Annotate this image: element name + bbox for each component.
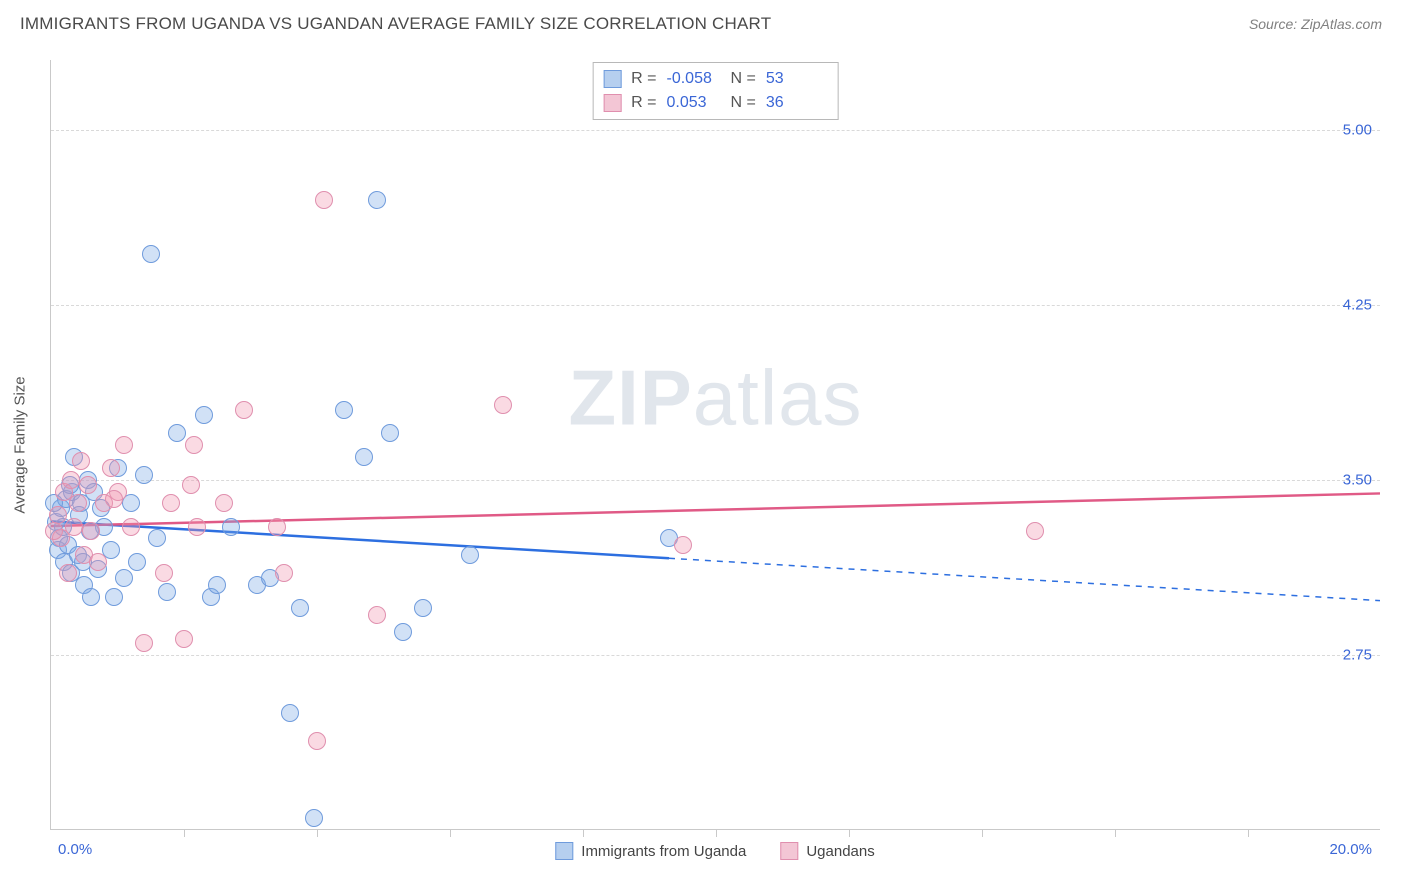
data-point (115, 569, 133, 587)
x-tick (184, 829, 185, 837)
data-point (102, 459, 120, 477)
data-point (674, 536, 692, 554)
data-point (105, 490, 123, 508)
data-point (315, 191, 333, 209)
data-point (414, 599, 432, 617)
data-point (45, 522, 63, 540)
legend-swatch (555, 842, 573, 860)
data-point (368, 606, 386, 624)
data-point (208, 576, 226, 594)
data-point (268, 518, 286, 536)
data-point (142, 245, 160, 263)
data-point (182, 476, 200, 494)
data-point (82, 522, 100, 540)
stats-legend-box: R = -0.058 N = 53 R = 0.053 N = 36 (592, 62, 839, 120)
data-point (235, 401, 253, 419)
gridline (51, 130, 1380, 131)
data-point (168, 424, 186, 442)
x-tick (716, 829, 717, 837)
r-value: -0.058 (667, 67, 721, 91)
legend-swatch (603, 94, 621, 112)
y-tick-label: 2.75 (1343, 647, 1372, 664)
data-point (65, 518, 83, 536)
data-point (394, 623, 412, 641)
data-point (49, 506, 67, 524)
chart-container: Average Family Size ZIPatlas R =-0.058N … (50, 60, 1380, 830)
data-point (308, 732, 326, 750)
gridline (51, 655, 1380, 656)
data-point (305, 809, 323, 827)
page-title: IMMIGRANTS FROM UGANDA VS UGANDAN AVERAG… (20, 14, 771, 34)
data-point (355, 448, 373, 466)
data-point (59, 564, 77, 582)
data-point (148, 529, 166, 547)
r-label: R = (631, 67, 656, 91)
data-point (158, 583, 176, 601)
data-point (69, 494, 87, 512)
y-tick-label: 4.25 (1343, 297, 1372, 314)
x-axis-min-label: 0.0% (58, 841, 92, 858)
r-label: R = (631, 91, 656, 115)
plot-area: ZIPatlas R = -0.058 N = 53 R = 0.053 N = 36 2.7… (50, 60, 1380, 830)
data-point (222, 518, 240, 536)
x-axis-max-label: 20.0% (1329, 841, 1372, 858)
data-point (122, 518, 140, 536)
data-point (281, 704, 299, 722)
gridline (51, 305, 1380, 306)
data-point (62, 471, 80, 489)
data-point (494, 396, 512, 414)
x-tick (317, 829, 318, 837)
data-point (128, 553, 146, 571)
bottom-legend: Immigrants from Uganda Ugandans (555, 842, 874, 860)
data-point (79, 476, 97, 494)
data-point (188, 518, 206, 536)
data-point (275, 564, 293, 582)
data-point (291, 599, 309, 617)
legend-item: Ugandans (780, 842, 874, 860)
watermark: ZIPatlas (568, 353, 862, 444)
legend-swatch (603, 70, 621, 88)
data-point (1026, 522, 1044, 540)
x-tick (982, 829, 983, 837)
n-label: N = (731, 67, 756, 91)
x-tick (583, 829, 584, 837)
n-value: 53 (766, 67, 820, 91)
r-value: 0.053 (667, 91, 721, 115)
stats-row: R = -0.058 N = 53 (603, 67, 820, 91)
n-value: 36 (766, 91, 820, 115)
data-point (89, 553, 107, 571)
data-point (368, 191, 386, 209)
data-point (155, 564, 173, 582)
legend-item: Immigrants from Uganda (555, 842, 746, 860)
data-point (195, 406, 213, 424)
y-axis-label: Average Family Size (12, 376, 29, 513)
legend-label: Ugandans (806, 843, 874, 860)
data-point (162, 494, 180, 512)
n-label: N = (731, 91, 756, 115)
source-label: Source: ZipAtlas.com (1249, 16, 1382, 32)
y-tick-label: 5.00 (1343, 122, 1372, 139)
y-tick-label: 3.50 (1343, 472, 1372, 489)
x-tick (1115, 829, 1116, 837)
x-tick (450, 829, 451, 837)
gridline (51, 480, 1380, 481)
data-point (175, 630, 193, 648)
data-point (82, 588, 100, 606)
stats-row: R = 0.053 N = 36 (603, 91, 820, 115)
legend-swatch (780, 842, 798, 860)
data-point (135, 634, 153, 652)
data-point (185, 436, 203, 454)
data-point (105, 588, 123, 606)
x-tick (1248, 829, 1249, 837)
data-point (215, 494, 233, 512)
legend-label: Immigrants from Uganda (581, 843, 746, 860)
data-point (381, 424, 399, 442)
trend-lines (51, 60, 1380, 829)
data-point (335, 401, 353, 419)
data-point (72, 452, 90, 470)
data-point (115, 436, 133, 454)
data-point (461, 546, 479, 564)
data-point (135, 466, 153, 484)
x-tick (849, 829, 850, 837)
